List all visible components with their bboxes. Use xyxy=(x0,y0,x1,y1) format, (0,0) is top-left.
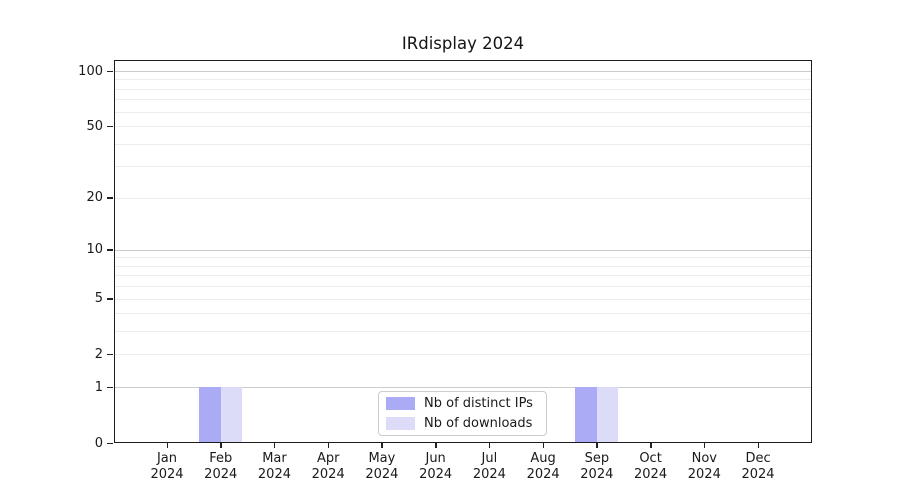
bar-distinct-ips-sep xyxy=(575,387,597,443)
gridline-decade xyxy=(115,71,811,72)
x-tick-label: May 2024 xyxy=(365,451,399,482)
y-tick-label: 20 xyxy=(86,190,103,206)
gridline-minor xyxy=(115,143,811,145)
x-tick-mark xyxy=(757,443,760,448)
y-tick-label: 0 xyxy=(94,435,103,451)
gridline-minor xyxy=(115,286,811,288)
y-tick-label: 50 xyxy=(86,118,103,134)
x-tick-label: Jul 2024 xyxy=(472,451,506,482)
legend-entry-distinct-ips: Nb of distinct IPs xyxy=(386,395,539,413)
x-tick-mark xyxy=(703,443,706,448)
x-tick-mark xyxy=(650,443,652,448)
chart-title: IRdisplay 2024 xyxy=(401,34,525,53)
gridline-minor xyxy=(115,313,811,315)
x-tick-label: Apr 2024 xyxy=(311,451,345,482)
x-tick-label: Dec 2024 xyxy=(741,451,775,482)
x-tick-mark xyxy=(488,443,491,448)
y-tick-mark xyxy=(107,442,113,444)
x-tick-mark xyxy=(220,443,222,448)
bar-downloads-sep xyxy=(596,387,619,443)
gridline-decade xyxy=(115,387,811,389)
y-tick-label: 10 xyxy=(86,242,103,258)
gridline-minor xyxy=(115,88,811,90)
y-tick-mark xyxy=(107,353,113,356)
y-tick-mark xyxy=(107,197,113,199)
x-tick-label: Nov 2024 xyxy=(687,451,721,482)
y-tick-label: 100 xyxy=(78,63,103,79)
x-tick-mark xyxy=(435,443,437,448)
gridline-minor xyxy=(115,331,811,333)
y-tick-mark xyxy=(107,125,113,128)
y-tick-label: 2 xyxy=(94,346,103,362)
bar-downloads-feb xyxy=(220,387,243,443)
x-tick-label: Feb 2024 xyxy=(204,451,238,482)
x-tick-label: Sep 2024 xyxy=(580,451,614,482)
legend-label-distinct-ips: Nb of distinct IPs xyxy=(424,396,533,412)
gridline-minor xyxy=(115,166,811,168)
gridline-minor xyxy=(115,126,811,128)
gridline-minor xyxy=(115,257,811,259)
bar-distinct-ips-feb xyxy=(199,387,221,443)
gridline-minor xyxy=(115,99,811,101)
x-tick-mark xyxy=(542,443,545,448)
gridline-minor xyxy=(115,298,811,300)
plot-area xyxy=(114,60,812,443)
gridline-minor xyxy=(115,111,811,113)
x-tick-mark xyxy=(327,443,330,448)
legend: Nb of distinct IPs Nb of downloads xyxy=(378,391,547,436)
legend-label-downloads: Nb of downloads xyxy=(424,415,533,431)
gridline-minor xyxy=(115,265,811,267)
x-tick-mark xyxy=(596,443,598,448)
x-tick-label: Mar 2024 xyxy=(257,451,291,482)
y-tick-mark xyxy=(107,70,113,72)
gridline-minor xyxy=(115,354,811,356)
x-tick-label: Jun 2024 xyxy=(419,451,453,482)
y-tick-mark xyxy=(107,249,113,251)
x-tick-label: Oct 2024 xyxy=(634,451,668,482)
x-tick-label: Jan 2024 xyxy=(150,451,184,482)
y-tick-mark xyxy=(107,298,113,300)
x-tick-mark xyxy=(166,443,168,448)
x-tick-label: Aug 2024 xyxy=(526,451,560,482)
legend-entry-downloads: Nb of downloads xyxy=(386,415,539,433)
gridline-decade xyxy=(115,249,811,251)
y-tick-label: 1 xyxy=(94,379,103,395)
y-tick-mark xyxy=(107,386,113,389)
x-tick-mark xyxy=(273,443,276,448)
gridline-minor xyxy=(115,79,811,81)
y-tick-label: 5 xyxy=(94,291,103,307)
x-tick-mark xyxy=(381,443,383,448)
gridline-minor xyxy=(115,275,811,277)
legend-swatch-downloads xyxy=(386,416,415,430)
gridline-minor xyxy=(115,197,811,199)
legend-swatch-distinct-ips xyxy=(386,397,415,411)
